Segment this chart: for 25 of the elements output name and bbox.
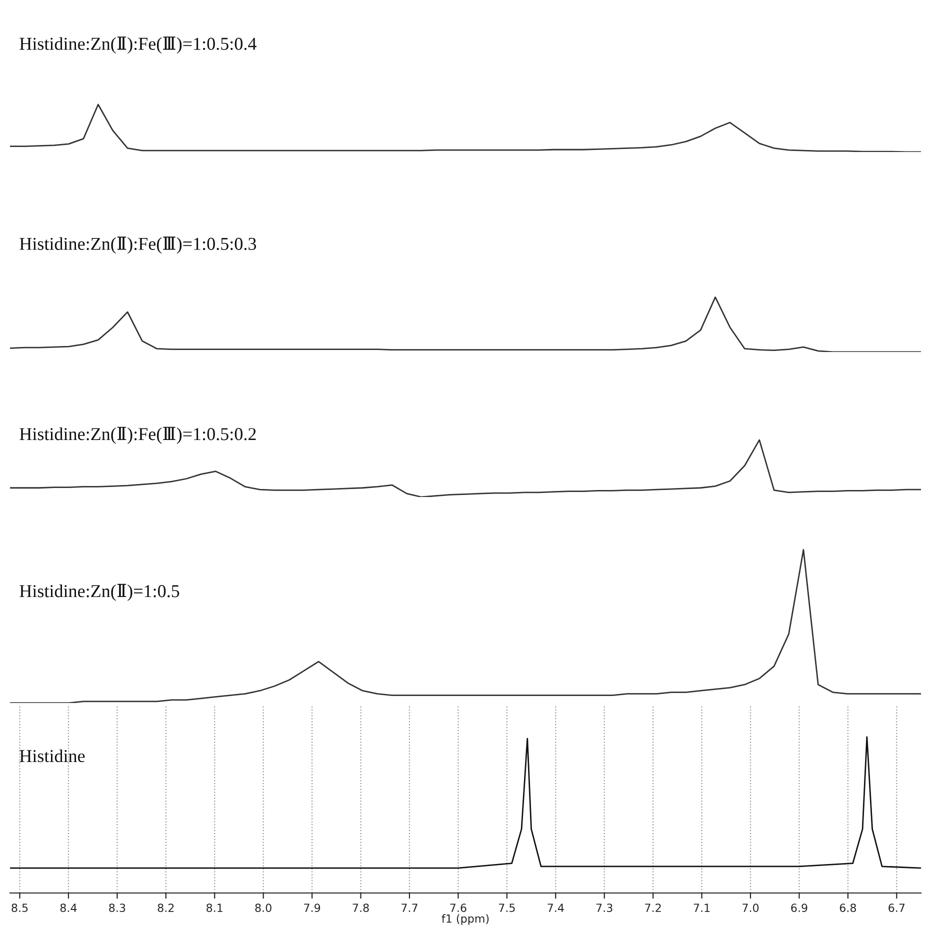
annotation: Histidine:Zn(Ⅱ)=1:0.5 (20, 584, 180, 601)
x-tick-label: 6.9 (791, 904, 808, 912)
x-tick-label: 7.1 (694, 904, 710, 912)
x-tick-label: 7.9 (304, 904, 320, 912)
x-tick-label: 7.8 (352, 904, 369, 912)
text: Histidine:Zn(Ⅱ):Fe(Ⅲ)=1:0.5:0.3 (20, 236, 256, 254)
x-tick-label: 7.7 (402, 904, 418, 912)
x-axis-title: f1 (ppm) (442, 914, 489, 925)
annotation: Histidine:Zn(Ⅱ):Fe(Ⅲ)=1:0.5:0.2 (20, 426, 256, 444)
x-tick-label: 6.8 (840, 904, 856, 912)
x-tick-label: 8.1 (206, 904, 222, 912)
text: Histidine:Zn(Ⅱ):Fe(Ⅲ)=1:0.5:0.4 (20, 36, 256, 54)
x-tick-label: 7.6 (450, 904, 466, 912)
x-tick-label: 7.5 (498, 904, 515, 912)
x-tick-label: 8.3 (109, 904, 126, 912)
annotation: Histidine (20, 749, 85, 762)
x-tick-label: 7.0 (742, 904, 759, 912)
x-tick-label: 8.2 (158, 904, 174, 912)
x-tick-label: 6.7 (888, 904, 905, 912)
x-tick-label: 8.5 (12, 904, 28, 912)
x-tick-label: 8.0 (255, 904, 272, 912)
x-tick-label: 8.4 (60, 904, 77, 912)
x-tick-label: 7.3 (596, 904, 612, 912)
x-tick-label: 7.2 (645, 904, 661, 912)
x-tick-label: 7.4 (548, 904, 564, 912)
